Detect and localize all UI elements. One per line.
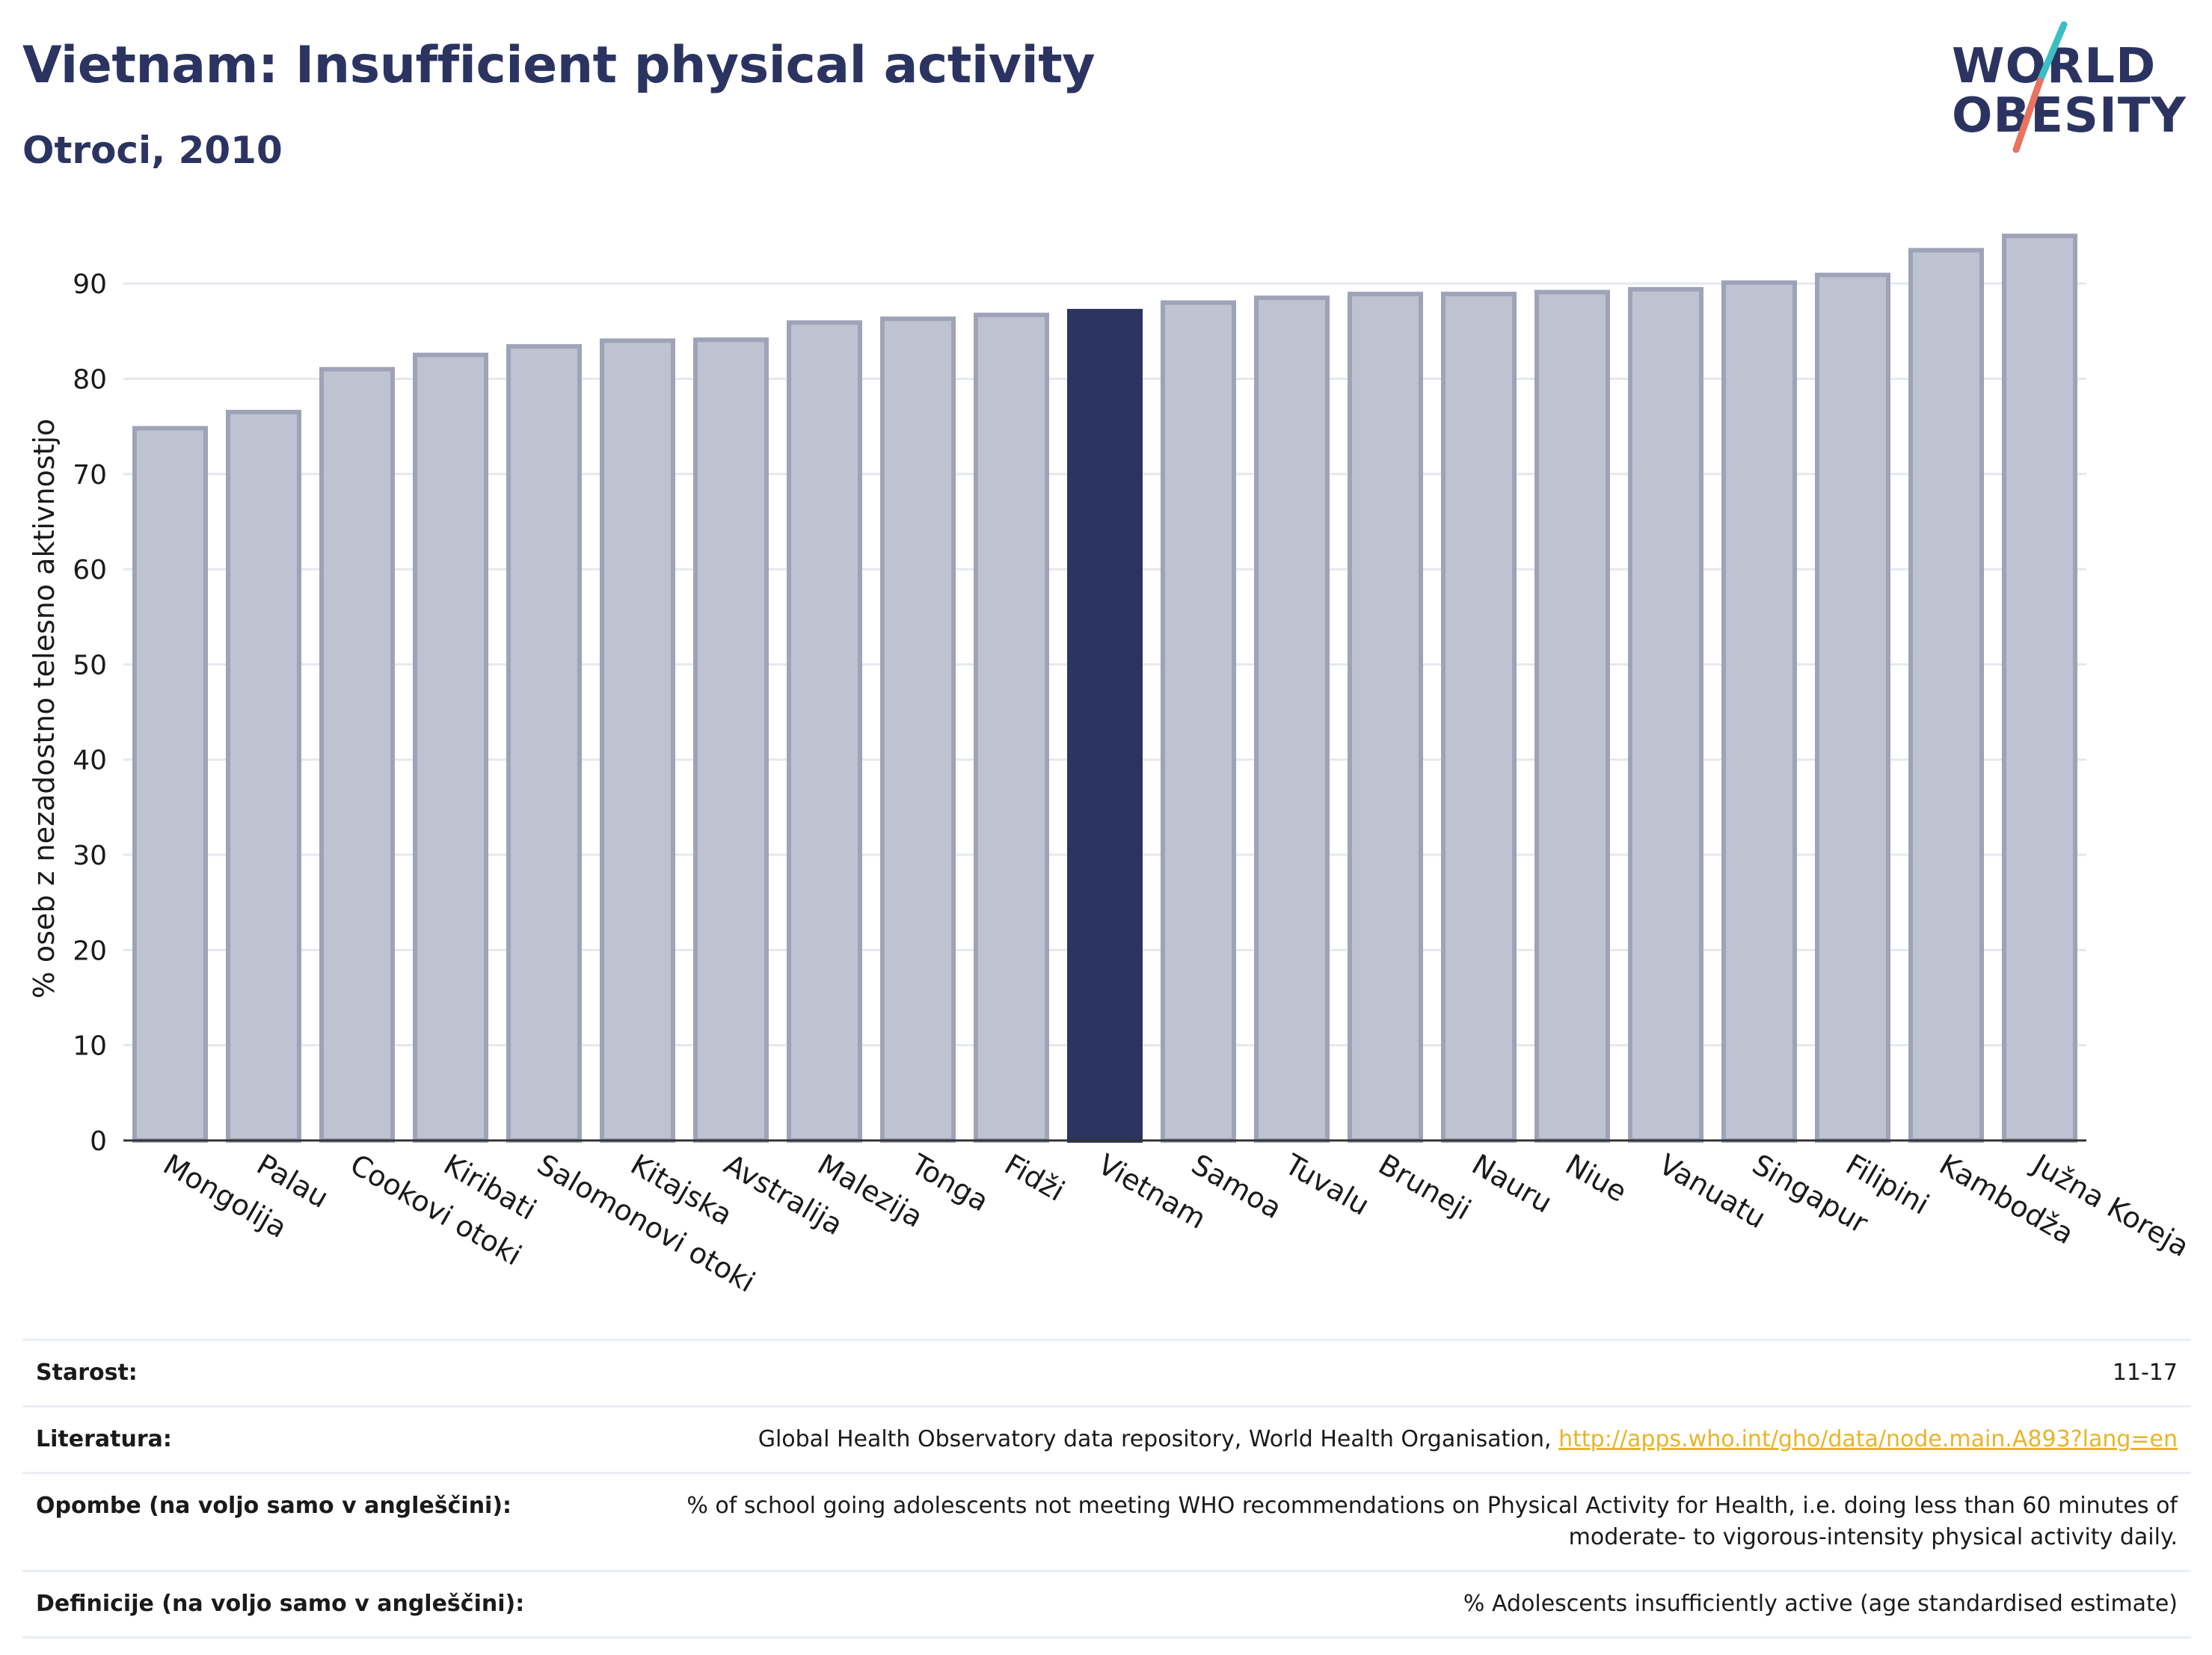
notes-label: Opombe (na voljo samo v angleščini): (22, 1472, 618, 1571)
literature-text: Global Health Observatory data repositor… (758, 1426, 1552, 1452)
chart-title: Vietnam: Insufficient physical activity (22, 36, 1096, 95)
chart-subtitle: Otroci, 2010 (22, 129, 283, 172)
bar-južna-koreja (2002, 233, 2077, 1143)
age-value: 11-17 (618, 1339, 2191, 1407)
literature-label: Literatura: (22, 1405, 618, 1473)
x-tick-label: Niue (1560, 1148, 1632, 1209)
bar-mongolija (132, 426, 208, 1143)
bar-salomonovi-otoki (506, 344, 582, 1143)
bar-tuvalu (1254, 295, 1330, 1143)
bar-bruneji (1348, 292, 1423, 1143)
definitions-label: Definicije (na voljo samo v angleščini): (22, 1570, 618, 1639)
y-tick-label: 40 (73, 746, 107, 776)
x-tick-label: Fidži (999, 1148, 1070, 1208)
y-tick-label: 10 (73, 1031, 107, 1062)
y-tick-label: 0 (90, 1126, 107, 1157)
y-axis-label: % oseb z nezadostno telesno aktivnostjo (28, 419, 61, 999)
meta-row-age: Starost: 11-17 (22, 1339, 2191, 1407)
bar-samoa (1161, 300, 1236, 1143)
y-tick-label: 60 (73, 555, 107, 586)
literature-link[interactable]: http://apps.who.int/gho/data/node.main.A… (1558, 1426, 2178, 1452)
y-tick-label: 90 (73, 269, 107, 300)
bar-singapur (1721, 280, 1797, 1143)
y-axis-ticks: 0 10 20 30 40 50 60 70 80 90 (73, 269, 107, 1157)
bar-fidži (974, 313, 1049, 1143)
y-tick-label: 50 (73, 650, 107, 681)
y-tick-label: 70 (73, 460, 107, 491)
bar-cookovi-otoki (319, 366, 395, 1143)
bar-avstralija (693, 337, 769, 1143)
literature-value: Global Health Observatory data repositor… (618, 1405, 2191, 1473)
meta-row-notes: Opombe (na voljo samo v angleščini): % o… (22, 1472, 2191, 1571)
bar-kiribati (413, 352, 488, 1143)
world-obesity-logo: WORLD OBESITY (1952, 21, 2206, 163)
y-tick-label: 20 (73, 936, 107, 966)
age-label: Starost: (22, 1339, 618, 1407)
meta-row-literature: Literatura: Global Health Observatory da… (22, 1405, 2191, 1473)
logo-line-2: OBESITY (1952, 88, 2187, 144)
bar-niue (1534, 289, 1610, 1143)
bars (132, 233, 2077, 1143)
notes-value: % of school going adolescents not meetin… (618, 1472, 2191, 1571)
x-tick-label: Južna Koreja (2026, 1147, 2195, 1264)
bar-tonga (880, 316, 956, 1143)
logo-slash-icon (2012, 21, 2068, 153)
metadata-table: Starost: 11-17 Literatura: Global Health… (22, 1339, 2191, 1639)
bar-vanuatu (1628, 286, 1703, 1143)
definitions-value: % Adolescents insufficiently active (age… (618, 1570, 2191, 1639)
x-tick-label: Vanuatu (1653, 1148, 1772, 1235)
meta-row-definitions: Definicije (na voljo samo v angleščini):… (22, 1570, 2191, 1639)
x-tick-label: Bruneji (1373, 1148, 1476, 1226)
bar-kambodža (1908, 248, 1984, 1143)
bar-kitajska (600, 338, 675, 1143)
bar-palau (226, 410, 301, 1143)
x-tick-label: Nauru (1466, 1148, 1558, 1220)
bar-filipini (1815, 272, 1890, 1143)
y-tick-label: 30 (73, 841, 107, 871)
bar-vietnam (1067, 309, 1143, 1143)
x-tick-label: Tuvalu (1279, 1147, 1374, 1222)
x-tick-label: Vietnam (1093, 1148, 1211, 1235)
y-tick-label: 80 (73, 364, 107, 395)
bar-malezija (787, 320, 862, 1143)
bar-nauru (1441, 292, 1517, 1143)
